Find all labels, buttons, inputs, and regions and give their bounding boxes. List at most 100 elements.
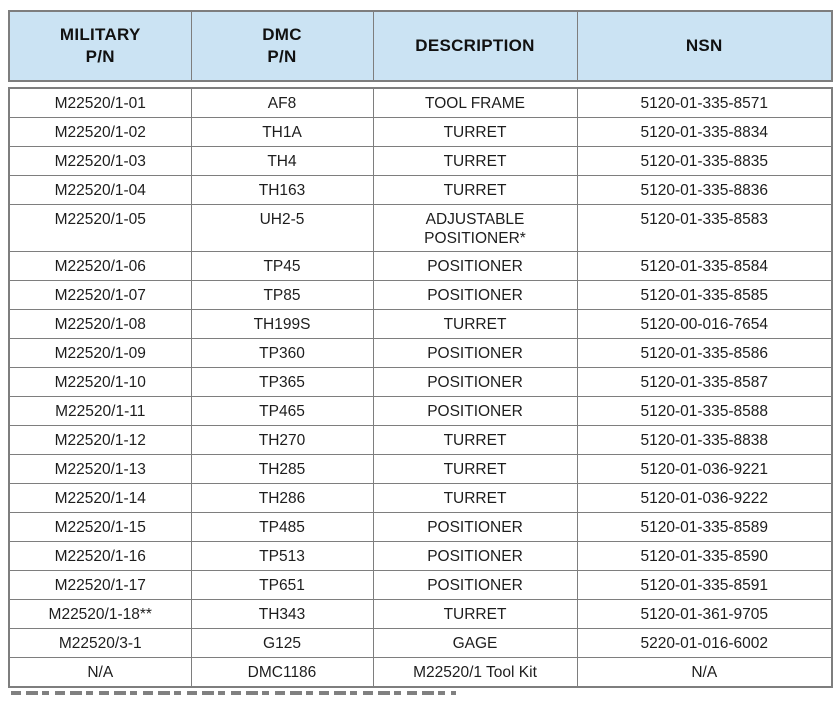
table-cell-military_pn: M22520/1-04 [8, 174, 192, 205]
table-cell-military_pn: M22520/1-12 [8, 425, 192, 456]
table-cell-nsn: 5120-01-335-8584 [576, 251, 833, 282]
table-cell-nsn: 5120-01-361-9705 [576, 599, 833, 630]
table-cell-description: M22520/1 Tool Kit [372, 657, 578, 688]
table-cell-military_pn: M22520/1-05 [8, 203, 192, 253]
table-cell-nsn: 5120-01-335-8583 [576, 203, 833, 253]
col-header-dmc-pn: DMC P/N [190, 10, 374, 82]
header-body-gap [8, 82, 831, 87]
table-cell-description: TURRET [372, 309, 578, 340]
table-cell-nsn: 5220-01-016-6002 [576, 628, 833, 659]
table-cell-dmc_pn: TP513 [190, 541, 374, 572]
table-cell-dmc_pn: G125 [190, 628, 374, 659]
table-cell-nsn: 5120-01-036-9222 [576, 483, 833, 514]
table-cell-nsn: 5120-00-016-7654 [576, 309, 833, 340]
table-cell-description: TURRET [372, 483, 578, 514]
table-cell-military_pn: M22520/1-18** [8, 599, 192, 630]
parts-table-header: MILITARY P/N DMC P/N DESCRIPTION NSN [8, 10, 833, 82]
table-row: N/A DMC1186 M22520/1 Tool Kit N/A [8, 657, 833, 688]
table-cell-dmc_pn: DMC1186 [190, 657, 374, 688]
table-row: M22520/1-16 TP513 POSITIONER 5120-01-335-85… [8, 541, 833, 572]
table-cell-dmc_pn: TH199S [190, 309, 374, 340]
table-cell-description: TURRET [372, 174, 578, 205]
table-row: M22520/1-15 TP485 POSITIONER 5120-01-335-85… [8, 512, 833, 543]
table-cell-dmc_pn: AF8 [190, 87, 374, 118]
table-cell-dmc_pn: TH270 [190, 425, 374, 456]
table-row: M22520/1-07 TP85 POSITIONER 5120-01-335-858… [8, 280, 833, 311]
table-row: M22520/1-01 AF8 TOOL FRAME 5120-01-335-8571 [8, 87, 833, 118]
table-cell-military_pn: M22520/1-06 [8, 251, 192, 282]
table-cell-military_pn: M22520/1-16 [8, 541, 192, 572]
col-header-military-pn: MILITARY P/N [8, 10, 192, 82]
table-cell-military_pn: M22520/1-13 [8, 454, 192, 485]
table-cell-description: ADJUSTABLE POSITIONER* [372, 203, 578, 253]
table-cell-military_pn: M22520/1-14 [8, 483, 192, 514]
table-row: M22520/1-04 TH163 TURRET 5120-01-335-8836 [8, 174, 833, 205]
table-cell-military_pn: M22520/3-1 [8, 628, 192, 659]
table-row: M22520/1-12 TH270 TURRET 5120-01-335-8838 [8, 425, 833, 456]
table-cell-nsn: 5120-01-335-8835 [576, 145, 833, 176]
table-cell-nsn: 5120-01-335-8571 [576, 87, 833, 118]
table-row: M22520/1-03 TH4 TURRET 5120-01-335-8835 [8, 145, 833, 176]
col-header-description: DESCRIPTION [372, 10, 578, 82]
table-cell-nsn: 5120-01-335-8591 [576, 570, 833, 601]
table-row: M22520/1-02 TH1A TURRET 5120-01-335-8834 [8, 116, 833, 147]
table-cell-description: TOOL FRAME [372, 87, 578, 118]
table-cell-military_pn: M22520/1-10 [8, 367, 192, 398]
table-cell-dmc_pn: TP45 [190, 251, 374, 282]
table-cell-dmc_pn: TH163 [190, 174, 374, 205]
table-cell-dmc_pn: UH2-5 [190, 203, 374, 253]
table-row: M22520/1-05 UH2-5 ADJUSTABLE POSITIONER* 51… [8, 203, 833, 253]
table-cell-description: TURRET [372, 599, 578, 630]
table-cell-military_pn: M22520/1-01 [8, 87, 192, 118]
table-cell-military_pn: M22520/1-09 [8, 338, 192, 369]
table-cell-description: TURRET [372, 145, 578, 176]
table-cell-military_pn: M22520/1-15 [8, 512, 192, 543]
table-cell-military_pn: N/A [8, 657, 192, 688]
footnote-text-clipped [11, 690, 456, 695]
table-cell-description: TURRET [372, 116, 578, 147]
table-cell-description: POSITIONER [372, 280, 578, 311]
table-body: M22520/1-01 AF8 TOOL FRAME 5120-01-335-8571… [8, 87, 833, 688]
table-row: M22520/1-14 TH286 TURRET 5120-01-036-9222 [8, 483, 833, 514]
table-cell-military_pn: M22520/1-07 [8, 280, 192, 311]
table-cell-description: GAGE [372, 628, 578, 659]
table-cell-nsn: 5120-01-335-8586 [576, 338, 833, 369]
table-row: M22520/3-1 G125 GAGE 5220-01-016-6002 [8, 628, 833, 659]
table-cell-description: POSITIONER [372, 251, 578, 282]
table-cell-description: TURRET [372, 454, 578, 485]
table-cell-description: POSITIONER [372, 367, 578, 398]
table-cell-dmc_pn: TP485 [190, 512, 374, 543]
table-cell-description: TURRET [372, 425, 578, 456]
table-cell-dmc_pn: TH285 [190, 454, 374, 485]
table-cell-dmc_pn: TP85 [190, 280, 374, 311]
table-cell-description: POSITIONER [372, 396, 578, 427]
table-cell-military_pn: M22520/1-11 [8, 396, 192, 427]
table-row: M22520/1-09 TP360 POSITIONER 5120-01-335-85… [8, 338, 833, 369]
table-row: M22520/1-18** TH343 TURRET 5120-01-361-9705 [8, 599, 833, 630]
header-row: MILITARY P/N DMC P/N DESCRIPTION NSN [8, 10, 833, 82]
table-cell-military_pn: M22520/1-08 [8, 309, 192, 340]
table-cell-nsn: 5120-01-335-8838 [576, 425, 833, 456]
table-row: M22520/1-17 TP651 POSITIONER 5120-01-335-85… [8, 570, 833, 601]
table-cell-nsn: 5120-01-335-8834 [576, 116, 833, 147]
table-cell-nsn: 5120-01-335-8836 [576, 174, 833, 205]
table-cell-description: POSITIONER [372, 338, 578, 369]
table-cell-dmc_pn: TH4 [190, 145, 374, 176]
table-cell-nsn: 5120-01-335-8589 [576, 512, 833, 543]
table-cell-dmc_pn: TH1A [190, 116, 374, 147]
col-header-nsn: NSN [576, 10, 833, 82]
table-cell-dmc_pn: TP651 [190, 570, 374, 601]
table-cell-nsn: 5120-01-335-8585 [576, 280, 833, 311]
table-cell-military_pn: M22520/1-17 [8, 570, 192, 601]
table-cell-nsn: 5120-01-036-9221 [576, 454, 833, 485]
table-cell-description: POSITIONER [372, 512, 578, 543]
table-cell-military_pn: M22520/1-02 [8, 116, 192, 147]
table-row: M22520/1-08 TH199S TURRET 5120-00-016-7654 [8, 309, 833, 340]
table-cell-dmc_pn: TP465 [190, 396, 374, 427]
table-cell-dmc_pn: TH286 [190, 483, 374, 514]
table-cell-military_pn: M22520/1-03 [8, 145, 192, 176]
table-cell-description: POSITIONER [372, 541, 578, 572]
table-cell-dmc_pn: TH343 [190, 599, 374, 630]
table-cell-dmc_pn: TP360 [190, 338, 374, 369]
